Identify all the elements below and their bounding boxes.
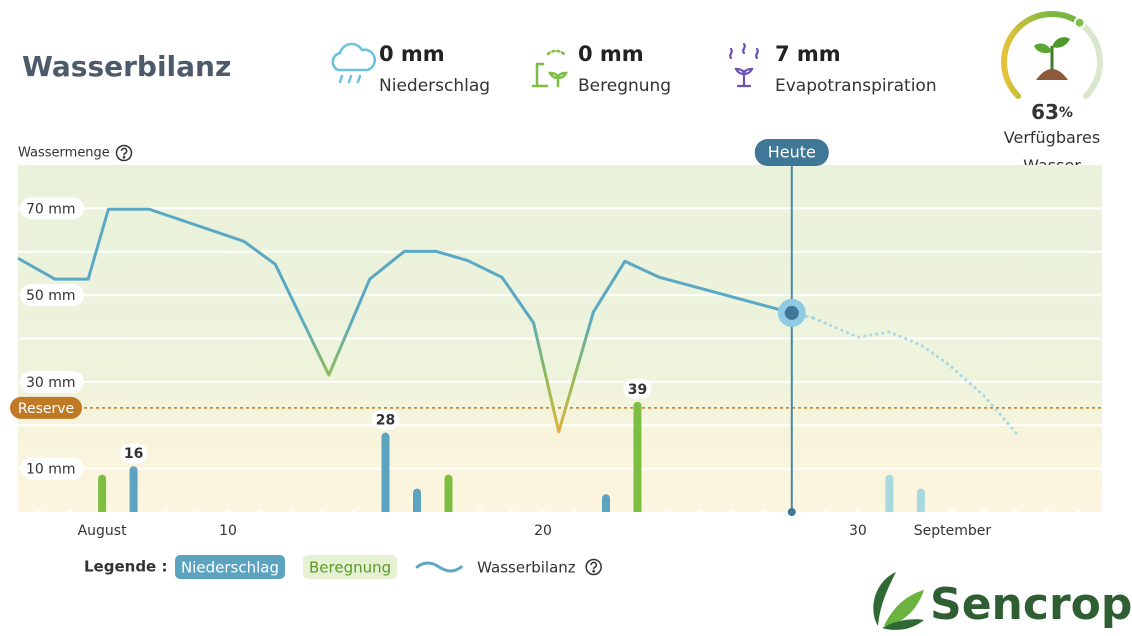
- day-dot: [697, 509, 703, 515]
- reserve-label: Reserve: [18, 401, 74, 417]
- day-dot: [36, 509, 42, 515]
- today-foot: [787, 508, 796, 516]
- help-icon: [115, 144, 133, 162]
- day-dot: [320, 509, 326, 515]
- stat-value: 0 mm: [379, 42, 445, 66]
- gauge-unit: %: [1059, 105, 1073, 121]
- help-circle: [585, 558, 602, 576]
- stat-value: 0 mm: [578, 42, 644, 66]
- bar: [413, 488, 422, 512]
- rain-icon: [331, 42, 376, 84]
- y-tick-label: 50 mm: [26, 288, 76, 304]
- gauge-value: 63%: [1031, 100, 1073, 124]
- stat-value: 7 mm: [775, 42, 841, 66]
- day-dot: [666, 509, 672, 515]
- day-dot: [477, 509, 483, 515]
- bar: [601, 494, 610, 512]
- stat-label: Beregnung: [578, 76, 671, 96]
- day-dot: [1044, 509, 1050, 515]
- value-label-bg: [623, 378, 652, 399]
- gauge-number: 63: [1031, 100, 1059, 124]
- today-label: Heute: [768, 143, 816, 162]
- day-dot: [1012, 509, 1018, 515]
- legend-label: Wasserbilanz: [477, 559, 576, 577]
- evapotranspiration-icon: [729, 42, 759, 88]
- reserve-pill: [10, 396, 82, 419]
- legend-label: Beregnung: [309, 559, 391, 577]
- plant-icon: [1034, 37, 1070, 80]
- title: Wasserbilanz: [22, 50, 231, 83]
- value-label: 16: [124, 446, 143, 462]
- y-tick-label: 70 mm: [26, 201, 76, 217]
- day-dot: [509, 509, 515, 515]
- day-dot: [351, 509, 357, 515]
- x-tick-label: 10: [219, 523, 237, 539]
- stat-label: Evapotranspiration: [775, 76, 937, 96]
- x-tick-label: 20: [534, 523, 552, 539]
- bar: [98, 474, 107, 512]
- help-dot: [592, 569, 596, 573]
- bar: [916, 488, 925, 512]
- day-dot: [949, 509, 955, 515]
- legend-label: Niederschlag: [181, 559, 279, 577]
- legend-line: [415, 561, 463, 573]
- y-tick-pill: [20, 370, 84, 393]
- gauge-dot: [1073, 16, 1086, 29]
- legend-pill: [302, 555, 398, 579]
- day-dot: [981, 509, 987, 515]
- bar: [381, 432, 390, 512]
- day-dot: [571, 509, 577, 515]
- today-point: [784, 305, 799, 320]
- value-label: 39: [628, 382, 647, 398]
- y-tick-pill: [20, 197, 84, 220]
- forecast-line: [812, 316, 1021, 438]
- line: [17, 207, 793, 434]
- day-dot: [194, 509, 200, 515]
- bar: [885, 474, 894, 512]
- bar: [444, 474, 453, 512]
- day-dot: [162, 509, 168, 515]
- y-tick-label: 10 mm: [26, 462, 76, 478]
- day-dot: [540, 509, 546, 515]
- help-mark: [590, 561, 598, 570]
- gauge-arc: [1001, 11, 1083, 99]
- y-axis-title: Wassermenge: [18, 146, 110, 161]
- value-label: 28: [376, 413, 395, 429]
- day-dot: [257, 509, 263, 515]
- day-dot: [288, 509, 294, 515]
- logo: Sencrop: [930, 579, 1132, 630]
- gauge-track: [1076, 19, 1103, 99]
- y-tick-label: 30 mm: [26, 375, 76, 391]
- logo-mark: [873, 572, 924, 630]
- legend-title: Legende :: [84, 558, 167, 576]
- day-dot: [1075, 509, 1081, 515]
- day-dot: [760, 509, 766, 515]
- today-pill: [754, 139, 829, 166]
- x-tick-label: August: [78, 523, 128, 539]
- value-label-bg: [371, 409, 400, 430]
- x-tick-label: 30: [849, 523, 867, 539]
- day-dot: [823, 509, 829, 515]
- stat-label: Niederschlag: [379, 76, 490, 96]
- bar: [633, 401, 642, 512]
- day-dot: [855, 509, 861, 515]
- y-tick-pill: [20, 457, 84, 480]
- legend-pill: [175, 555, 285, 579]
- day-dot: [68, 509, 74, 515]
- y-tick-pill: [20, 284, 84, 307]
- x-tick-label: September: [914, 523, 992, 539]
- help-icon: [585, 558, 602, 576]
- day-dot: [225, 509, 231, 515]
- value-label-bg: [119, 443, 148, 464]
- bar: [129, 466, 138, 512]
- day-dot: [729, 509, 735, 515]
- irrigation-icon: [531, 49, 568, 88]
